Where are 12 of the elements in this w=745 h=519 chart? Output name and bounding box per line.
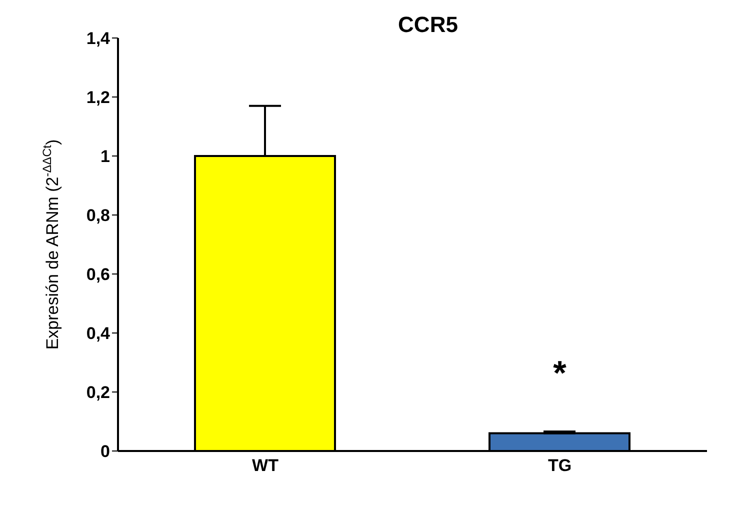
y-tick-label: 0	[100, 442, 110, 462]
y-tick-label: 0,8	[86, 206, 110, 226]
x-tick-label: WT	[252, 456, 280, 476]
y-tick-label: 0,6	[86, 265, 110, 284]
y-tick-label: 0,4	[86, 324, 111, 344]
y-tick-label: 1,4	[86, 29, 111, 48]
chart-title: CCR5	[398, 12, 458, 37]
y-tick-label: 1	[100, 147, 110, 166]
annotation: *	[553, 354, 568, 393]
y-tick-label: 0,2	[86, 383, 110, 402]
y-tick-label: 1,2	[86, 88, 110, 108]
x-tick-label: TG	[548, 456, 572, 476]
